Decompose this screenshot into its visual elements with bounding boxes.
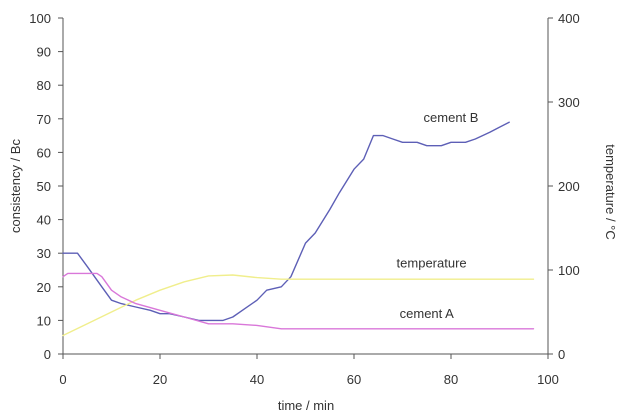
left-y-tick-label: 90 (37, 45, 51, 60)
left-y-axis-label: consistency / Bc (8, 139, 23, 233)
left-y-tick-label: 10 (37, 313, 51, 328)
right-y-tick-label: 200 (558, 179, 580, 194)
left-y-tick-label: 100 (29, 11, 51, 26)
x-tick-label: 60 (347, 372, 361, 387)
right-y-tick-label: 100 (558, 263, 580, 278)
right-y-axis-label: temperature / °C (603, 144, 618, 240)
left-y-tick-label: 70 (37, 112, 51, 127)
left-y-tick-label: 40 (37, 213, 51, 228)
series-line-cement-b (62, 121, 510, 322)
right-y-tick-label: 0 (558, 347, 565, 362)
left-y-tick-label: 30 (37, 246, 51, 261)
left-y-tick-label: 20 (37, 280, 51, 295)
right-y-tick-label: 400 (558, 11, 580, 26)
annotation-layer: cement B temperature cement A (397, 110, 479, 321)
x-tick-label: 20 (153, 372, 167, 387)
right-y-tick-label: 300 (558, 95, 580, 110)
right-y-ticks: 0 100 200 300 400 (548, 11, 580, 362)
left-y-ticks: 0 10 20 30 40 50 60 70 80 90 100 (29, 11, 63, 362)
x-tick-label: 0 (59, 372, 66, 387)
left-y-tick-label: 0 (44, 347, 51, 362)
series-label-cement-a: cement A (400, 306, 455, 321)
plot-area: 0 20 40 60 80 100 0 10 20 30 40 50 60 70 80 90 100 0 100… (29, 11, 579, 387)
series-layer (62, 121, 535, 337)
series-line-temperature (62, 274, 535, 337)
x-axis-label: time / min (278, 398, 334, 412)
left-y-tick-label: 80 (37, 78, 51, 93)
series-label-temperature: temperature (397, 256, 467, 271)
series-label-cement-b: cement B (424, 110, 479, 125)
x-tick-label: 100 (537, 372, 559, 387)
left-y-tick-label: 50 (37, 179, 51, 194)
x-ticks: 0 20 40 60 80 100 (59, 354, 559, 387)
x-tick-label: 40 (250, 372, 264, 387)
x-tick-label: 80 (444, 372, 458, 387)
series-line-cement-a (62, 272, 535, 330)
left-y-tick-label: 60 (37, 145, 51, 160)
